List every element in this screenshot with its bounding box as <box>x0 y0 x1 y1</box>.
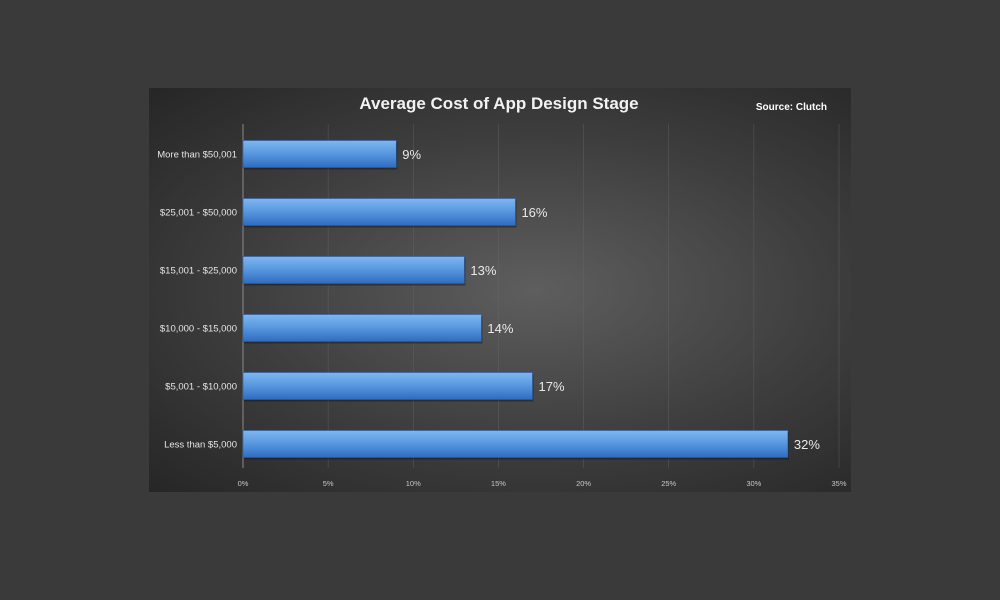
category-label: $25,001 - $50,000 <box>160 208 237 219</box>
value-label: 9% <box>402 147 421 162</box>
x-tick-label: 0% <box>238 479 249 488</box>
source-label: Source: Clutch <box>756 102 827 113</box>
grid-lines <box>242 124 840 468</box>
value-label: 13% <box>470 263 496 278</box>
category-label: $10,000 - $15,000 <box>160 324 237 335</box>
value-label: 32% <box>794 437 820 452</box>
chart-panel: Average Cost of App Design Stage Source:… <box>149 88 851 492</box>
labels: 0% 5% 10% 15% 20% 25% 30% 35% More than $50,001 9… <box>157 147 847 488</box>
x-tick-label: 20% <box>576 479 591 488</box>
bar <box>242 256 465 284</box>
x-tick-label: 15% <box>491 479 506 488</box>
x-tick-label: 5% <box>323 479 334 488</box>
x-tick-label: 10% <box>406 479 421 488</box>
bar <box>242 314 482 342</box>
category-label: Less than $5,000 <box>164 440 237 451</box>
x-tick-label: 25% <box>661 479 676 488</box>
bar-chart: Average Cost of App Design Stage Source:… <box>157 94 847 488</box>
category-label: $15,001 - $25,000 <box>160 266 237 277</box>
value-label: 16% <box>521 205 547 220</box>
x-tick-label: 30% <box>746 479 761 488</box>
x-tick-label: 35% <box>831 479 846 488</box>
value-label: 14% <box>487 321 513 336</box>
category-label: $5,001 - $10,000 <box>165 382 237 393</box>
chart-title: Average Cost of App Design Stage <box>359 94 638 113</box>
value-label: 17% <box>538 379 564 394</box>
bar <box>242 372 533 400</box>
bar <box>242 198 516 226</box>
category-label: More than $50,001 <box>157 150 237 161</box>
bar <box>242 430 789 458</box>
bars <box>242 140 789 460</box>
bar <box>242 140 397 168</box>
